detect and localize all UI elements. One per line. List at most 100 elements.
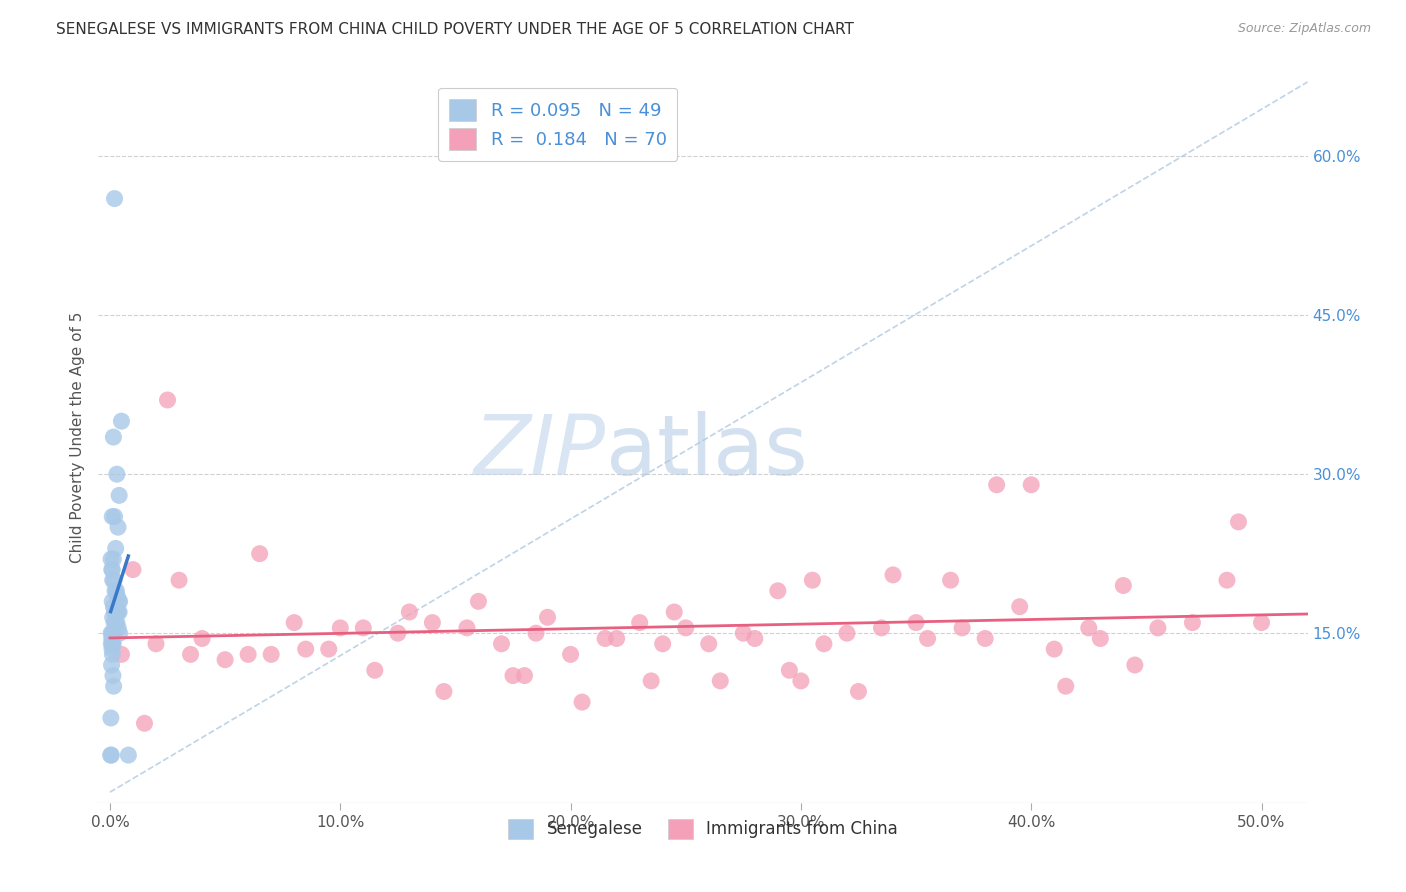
Point xyxy=(352,621,374,635)
Point xyxy=(100,748,122,763)
Point xyxy=(801,573,824,587)
Legend: Senegalese, Immigrants from China: Senegalese, Immigrants from China xyxy=(502,812,904,846)
Point xyxy=(145,637,167,651)
Point xyxy=(110,414,132,428)
Point xyxy=(571,695,593,709)
Point xyxy=(108,605,131,619)
Point xyxy=(107,594,129,608)
Point xyxy=(180,648,202,662)
Point xyxy=(103,573,125,587)
Point xyxy=(778,663,800,677)
Point xyxy=(1123,658,1146,673)
Point xyxy=(105,615,128,630)
Point xyxy=(101,642,124,657)
Point xyxy=(108,488,131,502)
Point xyxy=(1008,599,1031,614)
Point xyxy=(813,637,835,651)
Point xyxy=(870,621,893,635)
Point xyxy=(105,589,128,603)
Point xyxy=(664,605,686,619)
Point xyxy=(214,653,236,667)
Point xyxy=(101,573,124,587)
Point xyxy=(536,610,558,624)
Point xyxy=(502,668,524,682)
Text: atlas: atlas xyxy=(606,411,808,492)
Point xyxy=(456,621,478,635)
Point xyxy=(101,637,124,651)
Point xyxy=(524,626,547,640)
Point xyxy=(491,637,513,651)
Point xyxy=(294,642,316,657)
Point xyxy=(1147,621,1170,635)
Point xyxy=(101,594,124,608)
Point xyxy=(100,748,122,763)
Point xyxy=(329,621,352,635)
Point xyxy=(103,552,125,566)
Point xyxy=(108,626,131,640)
Point xyxy=(101,626,124,640)
Point xyxy=(651,637,673,651)
Point xyxy=(950,621,973,635)
Text: Source: ZipAtlas.com: Source: ZipAtlas.com xyxy=(1237,22,1371,36)
Point xyxy=(1077,621,1099,635)
Point xyxy=(939,573,962,587)
Point xyxy=(101,563,124,577)
Point xyxy=(986,477,1008,491)
Point xyxy=(100,711,122,725)
Point xyxy=(108,594,131,608)
Point xyxy=(697,637,720,651)
Point xyxy=(236,648,259,662)
Point xyxy=(101,637,124,651)
Point xyxy=(103,605,125,619)
Point xyxy=(104,605,127,619)
Point xyxy=(103,615,125,630)
Point xyxy=(422,615,444,630)
Point xyxy=(104,541,127,556)
Point xyxy=(117,748,139,763)
Point xyxy=(398,605,420,619)
Point xyxy=(104,615,127,630)
Point xyxy=(974,632,997,646)
Point xyxy=(917,632,939,646)
Point xyxy=(104,583,127,598)
Point xyxy=(848,684,870,698)
Point xyxy=(1181,615,1204,630)
Point xyxy=(103,599,125,614)
Point xyxy=(103,192,125,206)
Point xyxy=(513,668,536,682)
Point xyxy=(105,605,128,619)
Point xyxy=(1112,578,1135,592)
Point xyxy=(1043,642,1066,657)
Point xyxy=(766,583,789,598)
Point xyxy=(101,563,124,577)
Point xyxy=(260,648,283,662)
Point xyxy=(433,684,456,698)
Point xyxy=(105,467,128,482)
Point xyxy=(105,583,128,598)
Point xyxy=(733,626,755,640)
Text: SENEGALESE VS IMMIGRANTS FROM CHINA CHILD POVERTY UNDER THE AGE OF 5 CORRELATION: SENEGALESE VS IMMIGRANTS FROM CHINA CHIL… xyxy=(56,22,853,37)
Point xyxy=(675,621,697,635)
Point xyxy=(1019,477,1042,491)
Point xyxy=(1250,615,1272,630)
Point xyxy=(1227,515,1250,529)
Point xyxy=(100,626,122,640)
Y-axis label: Child Poverty Under the Age of 5: Child Poverty Under the Age of 5 xyxy=(69,311,84,563)
Point xyxy=(905,615,928,630)
Point xyxy=(101,668,124,682)
Point xyxy=(1090,632,1112,646)
Point xyxy=(101,648,124,662)
Point xyxy=(790,673,813,688)
Point xyxy=(100,658,122,673)
Point xyxy=(249,547,271,561)
Point xyxy=(100,552,122,566)
Point xyxy=(101,632,124,646)
Point xyxy=(364,663,387,677)
Point xyxy=(606,632,628,646)
Point xyxy=(107,621,129,635)
Point xyxy=(110,648,132,662)
Point xyxy=(1054,679,1077,693)
Point xyxy=(709,673,731,688)
Point xyxy=(103,679,125,693)
Point xyxy=(122,563,145,577)
